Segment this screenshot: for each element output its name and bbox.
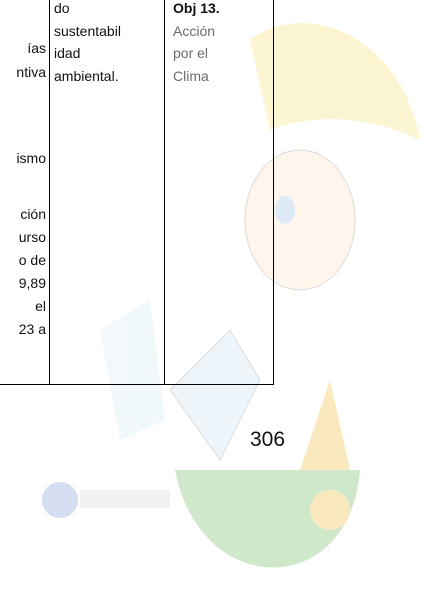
- text-line: ías: [27, 40, 46, 56]
- text-line: 23 a: [18, 321, 46, 337]
- column-border: [164, 0, 165, 384]
- text-line: idad: [54, 45, 81, 61]
- text-line: ambiental.: [54, 67, 119, 84]
- text-line: Clima: [173, 67, 209, 84]
- text-line: sustentabil: [54, 22, 121, 39]
- text-line: el: [35, 298, 46, 314]
- text-line: urso: [18, 229, 46, 245]
- text-line: do: [54, 0, 70, 16]
- text-line: por el: [173, 45, 209, 61]
- text-line: o de: [18, 252, 46, 268]
- text-line: ción: [20, 206, 46, 222]
- table: [0, 0, 274, 385]
- column-border: [49, 0, 50, 384]
- text-line: 9,89: [18, 275, 46, 291]
- page-number: 306: [250, 428, 286, 451]
- text-line: Acción: [173, 22, 216, 39]
- heading: Obj 13.: [173, 0, 220, 16]
- text-line: ismo: [16, 150, 46, 166]
- text-line: ntiva: [16, 64, 46, 80]
